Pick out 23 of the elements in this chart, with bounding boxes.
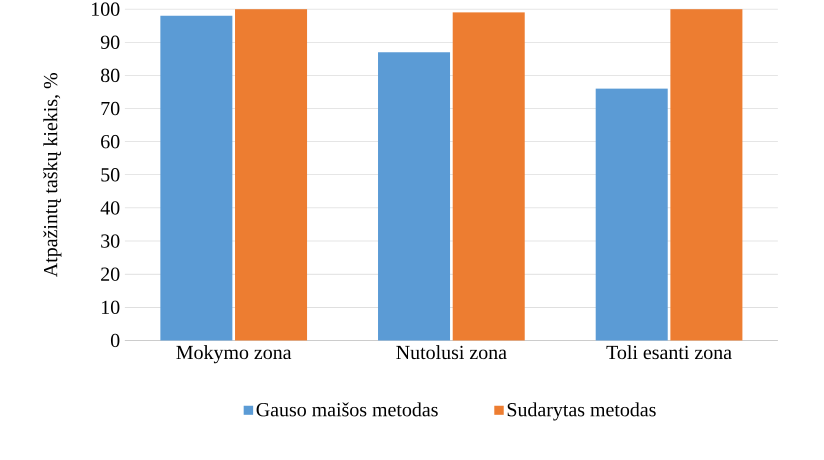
bar xyxy=(235,8,308,340)
x-tick-label: Toli esanti zona xyxy=(606,344,732,359)
y-axis-title: Atpažintų taškų kiekis, % xyxy=(43,72,62,277)
y-tick-label: 70 xyxy=(102,102,120,115)
y-tick-label: 30 xyxy=(101,234,120,248)
bar xyxy=(452,12,525,340)
y-tick-label: 20 xyxy=(101,267,120,281)
y-tick-label: 60 xyxy=(101,134,120,148)
y-tick-label: 0 xyxy=(110,333,120,347)
legend-label: Sudarytas metodas xyxy=(508,402,656,420)
y-tick-label: 40 xyxy=(100,200,120,214)
bar xyxy=(160,16,232,340)
y-tick-label: 10 xyxy=(102,300,120,314)
y-tick-label: 90 xyxy=(100,35,120,49)
y-tick-label: 80 xyxy=(100,68,120,82)
x-tick-label: Nutolusi zona xyxy=(396,344,507,359)
bar xyxy=(670,8,742,340)
bar xyxy=(596,88,668,340)
legend-label: Gauso maišos metodas xyxy=(256,402,438,416)
y-tick-label: 100 xyxy=(92,2,120,16)
bar xyxy=(378,52,450,340)
y-tick-label: 50 xyxy=(101,168,120,182)
x-tick-label: Mokymo zona xyxy=(176,344,292,364)
